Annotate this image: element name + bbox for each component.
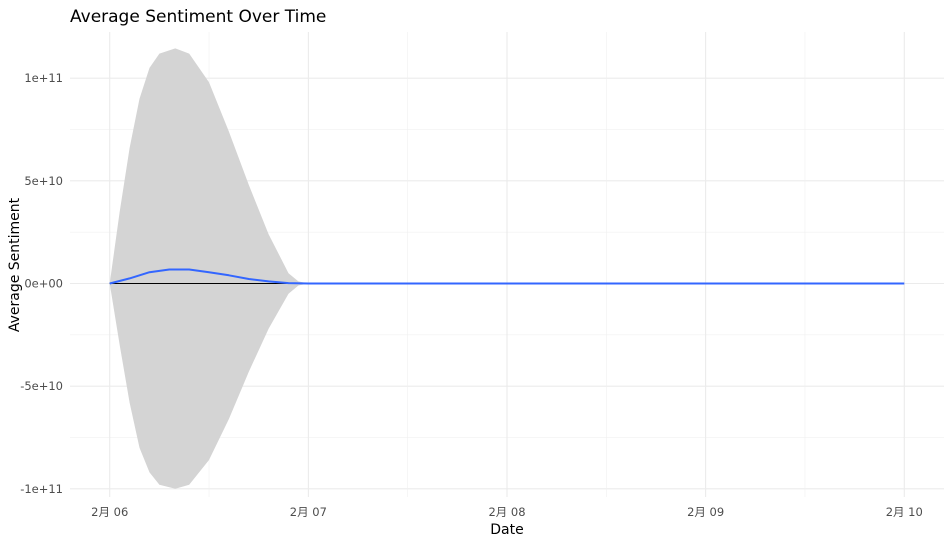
y-tick-label: 5e+10 xyxy=(24,174,63,188)
y-tick-labels: -1e+11 -5e+10 0e+00 5e+10 1e+11 xyxy=(20,71,63,496)
x-tick-label: 2月 09 xyxy=(687,505,724,519)
y-tick-label: -5e+10 xyxy=(20,379,63,393)
y-tick-label: 0e+00 xyxy=(24,276,63,290)
x-tick-label: 2月 06 xyxy=(91,505,128,519)
x-tick-label: 2月 08 xyxy=(488,505,525,519)
y-tick-label: -1e+11 xyxy=(20,482,63,496)
chart-title: Average Sentiment Over Time xyxy=(70,7,326,27)
series-lines xyxy=(109,268,905,285)
x-tick-label: 2月 10 xyxy=(886,505,923,519)
y-axis-title: Average Sentiment xyxy=(7,197,23,332)
x-axis-title: Date xyxy=(490,522,523,538)
y-tick-label: 1e+11 xyxy=(24,71,63,85)
confidence-band xyxy=(109,48,309,489)
x-tick-labels: 2月 06 2月 07 2月 08 2月 09 2月 10 xyxy=(91,505,923,519)
x-tick-label: 2月 07 xyxy=(290,505,327,519)
confidence-band-area xyxy=(109,48,309,489)
series-line xyxy=(109,268,905,285)
